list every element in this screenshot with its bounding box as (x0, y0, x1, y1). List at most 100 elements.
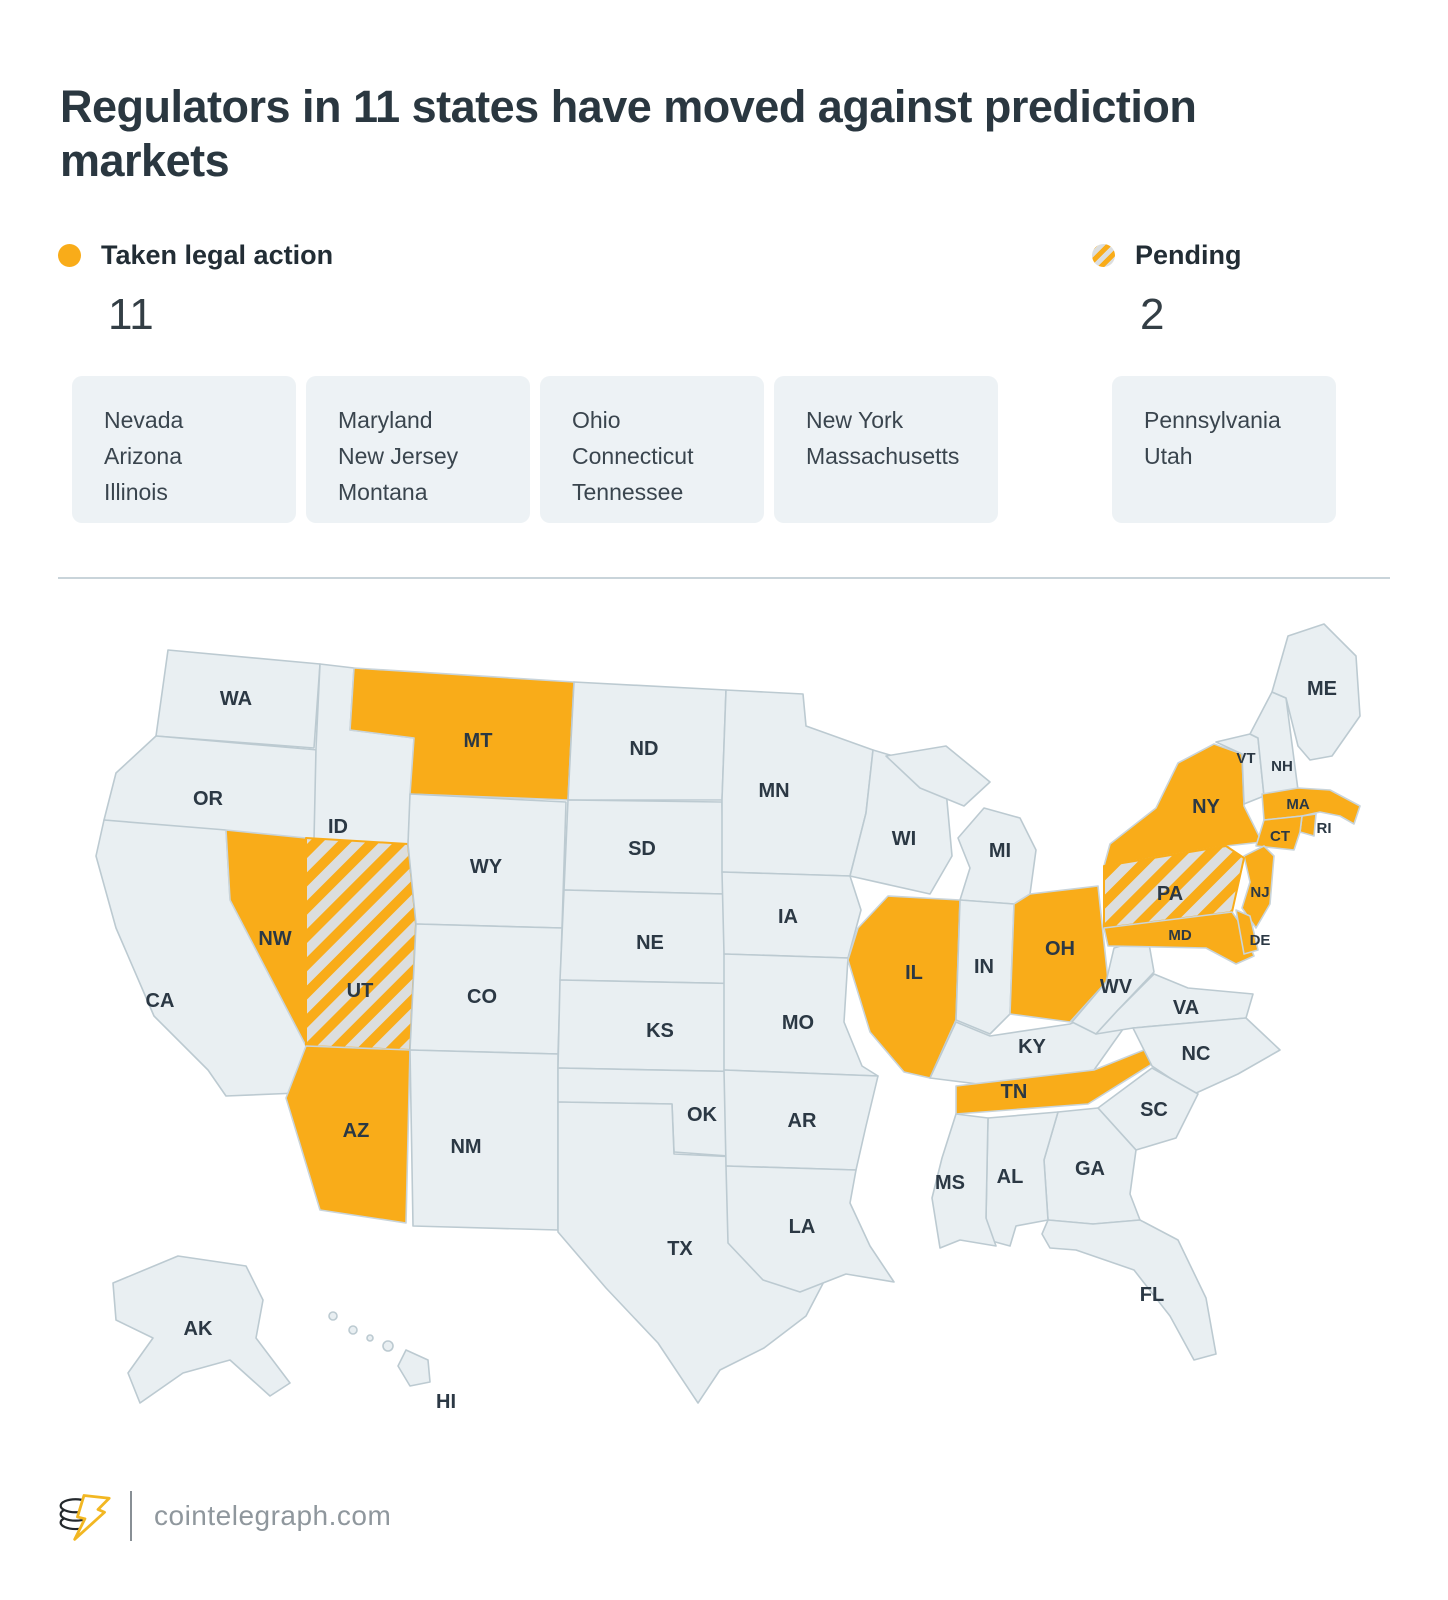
state-name: New York (806, 407, 904, 433)
legend-pending-count: 2 (1140, 290, 1165, 339)
state-al-label: AL (997, 1166, 1024, 1188)
state-sc (1097, 1067, 1199, 1151)
state-sc-label: SC (1140, 1099, 1168, 1121)
state-nj (1241, 845, 1275, 929)
horizontal-divider (58, 577, 1390, 579)
state-ak (112, 1255, 291, 1404)
state-me-label: ME (1307, 678, 1337, 700)
state-sd-label: SD (628, 838, 656, 860)
state-ky-label: KY (1018, 1036, 1046, 1058)
state-ma-label: MA (1286, 796, 1309, 813)
state-md-label: MD (1168, 927, 1191, 944)
state-nm-label: NM (450, 1136, 481, 1158)
state-ny-label: NY (1192, 796, 1220, 818)
state-name: Nevada (104, 407, 184, 433)
state-wa-label: WA (220, 688, 252, 710)
state-in-label: IN (974, 956, 994, 978)
state-nv-label: NW (258, 928, 291, 950)
legal-action-dot-icon (58, 244, 81, 267)
state-la-label: LA (789, 1216, 816, 1238)
state-name: New Jersey (338, 443, 459, 469)
page-title: Regulators in 11 states have moved again… (60, 81, 1197, 187)
lightning-bolt-icon (73, 1494, 111, 1541)
state-name: Ohio (572, 407, 621, 433)
state-nj-label: NJ (1250, 884, 1269, 901)
action-states-box-1: Nevada Arizona Illinois (72, 376, 296, 523)
state-ga-label: GA (1075, 1158, 1105, 1180)
state-ia (721, 871, 862, 959)
state-nm (409, 1049, 559, 1231)
state-nh-label: NH (1271, 758, 1293, 775)
state-mn-label: MN (758, 780, 789, 802)
state-ak-label: AK (184, 1318, 213, 1340)
state-ca-label: CA (146, 990, 175, 1012)
hawaii-island (366, 1334, 374, 1342)
hawaii-island (328, 1311, 338, 1321)
state-ar-label: AR (788, 1110, 817, 1132)
pending-striped-dot-icon (1092, 244, 1115, 267)
state-ne-label: NE (636, 932, 664, 954)
state-me (1271, 623, 1361, 761)
state-ct-label: CT (1270, 828, 1290, 845)
state-mi-upper-peninsula (885, 745, 991, 807)
state-wv-label: WV (1100, 976, 1133, 998)
state-ut (305, 837, 417, 1051)
state-fl-label: FL (1140, 1284, 1164, 1306)
state-mo-label: MO (782, 1012, 814, 1034)
state-name: Maryland (338, 407, 433, 433)
state-hi (397, 1349, 431, 1387)
state-co-label: CO (467, 986, 497, 1008)
action-states-box-2: Maryland New Jersey Montana (306, 376, 530, 523)
site-url: cointelegraph.com (154, 1500, 392, 1531)
state-ri-label: RI (1317, 820, 1332, 837)
state-or-label: OR (193, 788, 224, 810)
action-states-box-4: New York Massachusetts (774, 376, 998, 523)
state-pa-label: PA (1157, 883, 1183, 905)
legend-action-count: 11 (108, 290, 154, 339)
state-oh-label: OH (1045, 938, 1075, 960)
footer-divider (130, 1491, 132, 1541)
legend-pending: Pending (1092, 240, 1242, 271)
state-wy-label: WY (470, 856, 503, 878)
state-ar (723, 1069, 879, 1171)
state-de-label: DE (1250, 932, 1271, 949)
state-name: Utah (1144, 443, 1193, 469)
pending-states-box: Pennsylvania Utah (1112, 376, 1336, 523)
state-mt-label: MT (464, 730, 493, 752)
state-pa (1103, 845, 1245, 929)
state-name: Illinois (104, 479, 168, 505)
legend-taken-legal-action: Taken legal action (58, 240, 333, 271)
state-ok-label: OK (687, 1104, 718, 1126)
state-id-label: ID (328, 816, 348, 838)
us-map: WA OR CA ID NW UT AZ MT WY CO NM ND SD N… (58, 598, 1390, 1480)
state-ms (931, 1113, 997, 1249)
state-name: Montana (338, 479, 428, 505)
state-md (1103, 911, 1255, 965)
state-ct (1255, 815, 1303, 851)
state-az-label: AZ (343, 1120, 370, 1142)
state-vt-label: VT (1236, 750, 1255, 767)
state-nc (1132, 1017, 1281, 1095)
state-fl (1041, 1219, 1217, 1361)
state-ms-label: MS (935, 1172, 965, 1194)
state-az (285, 1045, 411, 1224)
state-de (1235, 909, 1259, 955)
state-tn-label: TN (1001, 1081, 1028, 1103)
hawaii-island (348, 1325, 358, 1335)
state-mi-label: MI (989, 840, 1011, 862)
footer: cointelegraph.com (56, 1488, 391, 1544)
state-il-label: IL (905, 962, 923, 984)
state-ia-label: IA (778, 906, 798, 928)
hawaii-island (382, 1340, 394, 1352)
state-wa (155, 649, 321, 749)
legend-pending-label: Pending (1135, 240, 1242, 270)
state-hi-label: HI (436, 1391, 456, 1413)
state-va-label: VA (1173, 997, 1199, 1019)
action-states-box-3: Ohio Connecticut Tennessee (540, 376, 764, 523)
state-name: Connecticut (572, 443, 694, 469)
state-wi-label: WI (892, 828, 916, 850)
state-name: Massachusetts (806, 443, 960, 469)
state-name: Tennessee (572, 479, 684, 505)
state-la (725, 1165, 895, 1293)
